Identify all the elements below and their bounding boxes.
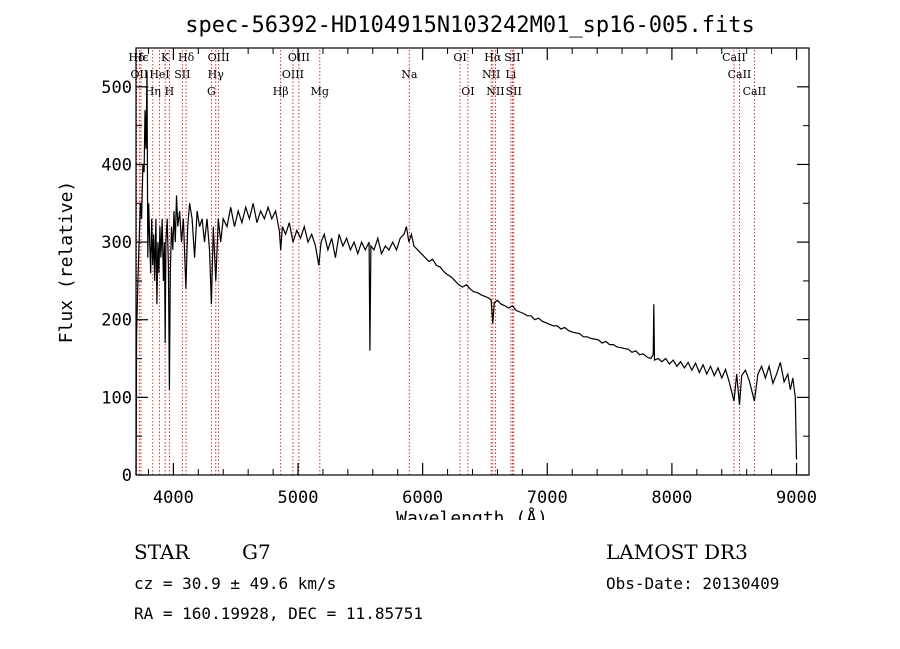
spectral-line-label: G [207,85,216,98]
spectral-line-label: K [161,51,170,64]
spectral-line-label: OII [131,68,149,81]
y-tick-label: 300 [101,233,132,253]
spectrum-chart: spec-56392-HD104915N103242M01_sp16-005.f… [56,13,817,520]
spectral-line-label: OI [461,85,474,98]
x-tick-label: 4000 [153,488,194,508]
spectral-line-label: CaII [722,51,746,64]
x-tick-label: 7000 [527,488,568,508]
plot-frame [135,47,810,476]
spectral-line-label: Li [505,68,516,81]
spectral-line-label: OIII [208,51,230,64]
spectral-line-label: Mg [311,85,329,98]
spectral-line-label: Hβ [273,85,289,98]
spectrum-line [135,71,798,476]
x-axis-ticks: 4000 5000 6000 7000 8000 9000 [147,48,817,508]
y-tick-label: 200 [101,311,132,331]
chart-title: spec-56392-HD104915N103242M01_sp16-005.f… [185,13,755,38]
spectral-line-label: Hγ [208,68,225,81]
y-axis-ticks: 0 100 200 300 400 500 [101,78,809,486]
spectral-line-label: Hα [484,51,502,64]
object-class: STAR [134,540,190,564]
y-axis-label: Flux (relative) [56,181,77,344]
redshift-cz: cz = 30.9 ± 49.6 km/s [134,574,337,593]
spectral-line-markers [136,50,755,475]
y-tick-label: 0 [122,466,132,486]
spectral-line-label: OI [453,51,466,64]
spectral-line-label: NII [486,85,504,98]
spectral-line-label: CaII [743,85,767,98]
x-axis-label: Wavelength (Å) [396,507,548,520]
survey-name: LAMOST DR3 [606,540,748,564]
spectral-line-label: NII [482,68,500,81]
spectral-line-label: Na [401,68,418,81]
spectral-line-label: OIII [288,51,310,64]
spectral-line-label: Hε [133,51,149,64]
spectral-line-label: SII [504,51,520,64]
observation-date: Obs-Date: 20130409 [606,574,780,593]
x-tick-label: 9000 [776,488,817,508]
y-tick-label: 500 [101,78,132,98]
spectral-line-label: Hδ [129,51,146,64]
spectral-line-label: SII [174,68,190,81]
spectral-line-label: HeI [149,68,169,81]
spectral-line-label: OIII [282,68,304,81]
spectral-line-label: CaII [728,68,752,81]
spectral-line-label: H [165,85,175,98]
x-tick-label: 6000 [402,488,443,508]
spectral-line-label: Hδ [178,51,195,64]
x-tick-label: 5000 [278,488,319,508]
spectral-line-label: SII [506,85,522,98]
x-tick-label: 8000 [651,488,692,508]
coordinates: RA = 160.19928, DEC = 11.85751 [134,604,423,623]
y-tick-label: 400 [101,155,132,175]
object-subclass: G7 [242,540,271,564]
spectral-line-label: Hη [145,85,161,98]
y-tick-label: 100 [101,388,132,408]
